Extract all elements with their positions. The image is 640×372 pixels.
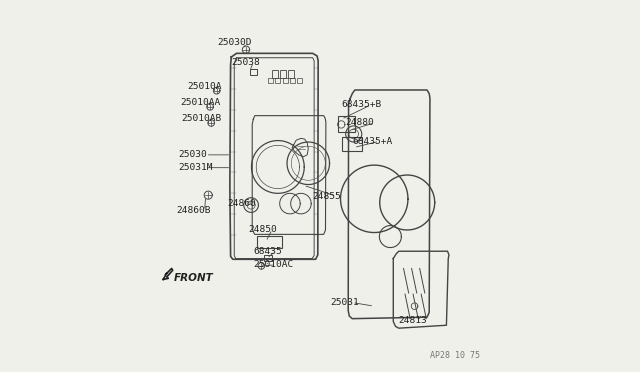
Bar (280, 70, 286, 78)
Text: 25030: 25030 (178, 150, 207, 159)
Bar (342, 137, 362, 151)
Text: 25010AB: 25010AB (182, 114, 221, 123)
Text: 25010A: 25010A (188, 82, 222, 91)
Text: 24813: 24813 (399, 316, 428, 326)
Text: 24860: 24860 (228, 199, 257, 208)
Text: AP28 10 75: AP28 10 75 (430, 351, 480, 360)
Text: 25010AC: 25010AC (253, 260, 294, 269)
Text: FRONT: FRONT (174, 273, 214, 283)
Bar (298, 78, 303, 83)
Text: 25030D: 25030D (218, 38, 252, 47)
Bar (273, 70, 278, 78)
Bar (288, 70, 294, 78)
Text: 25031M: 25031M (178, 163, 212, 172)
Text: 25010AA: 25010AA (180, 98, 220, 107)
Text: 25031: 25031 (330, 298, 359, 307)
Bar (268, 78, 273, 83)
Bar (257, 236, 282, 247)
Text: 24855: 24855 (312, 192, 340, 201)
Text: 68435+A: 68435+A (352, 137, 392, 146)
Text: 24850: 24850 (248, 225, 277, 234)
Bar (337, 116, 355, 132)
Text: 25038: 25038 (231, 58, 260, 67)
Bar (283, 78, 288, 83)
Bar (264, 255, 273, 262)
Text: 68435: 68435 (253, 247, 282, 256)
Bar (250, 69, 257, 76)
Text: 24860B: 24860B (177, 206, 211, 215)
Text: 24880: 24880 (345, 118, 374, 128)
Text: 68435+B: 68435+B (341, 100, 381, 109)
Bar (275, 78, 280, 83)
Bar (290, 78, 295, 83)
